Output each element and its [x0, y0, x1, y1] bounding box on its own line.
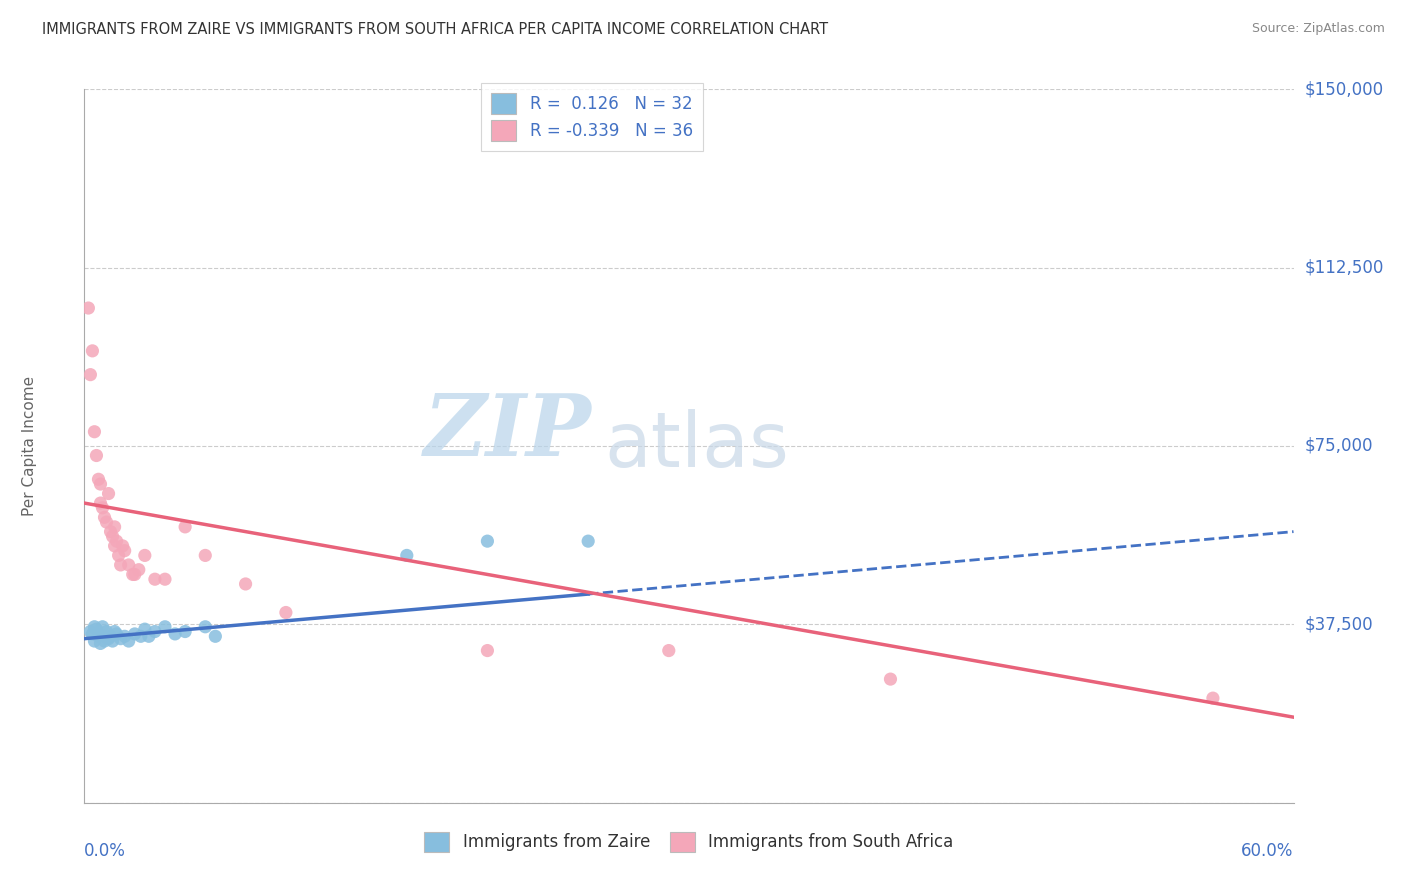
Point	[107, 549, 129, 563]
Point	[576, 534, 599, 549]
Point	[114, 629, 136, 643]
Point	[104, 520, 127, 534]
Text: $37,500: $37,500	[1305, 615, 1374, 633]
Point	[97, 632, 120, 646]
Point	[153, 620, 176, 634]
Point	[1202, 691, 1225, 706]
Text: $112,500: $112,500	[1305, 259, 1384, 277]
Point	[77, 301, 100, 315]
Point	[134, 622, 156, 636]
Point	[129, 629, 152, 643]
Point	[114, 543, 136, 558]
Point	[87, 472, 110, 486]
Point	[104, 539, 127, 553]
Text: 0.0%: 0.0%	[84, 842, 127, 860]
Point	[89, 636, 111, 650]
Text: Source: ZipAtlas.com: Source: ZipAtlas.com	[1251, 22, 1385, 36]
Point	[100, 524, 122, 539]
Point	[138, 629, 160, 643]
Point	[96, 624, 118, 639]
Point	[134, 549, 156, 563]
Point	[101, 529, 124, 543]
Point	[658, 643, 681, 657]
Point	[153, 572, 176, 586]
Point	[83, 620, 105, 634]
Point	[104, 624, 127, 639]
Point	[118, 558, 141, 572]
Text: IMMIGRANTS FROM ZAIRE VS IMMIGRANTS FROM SOUTH AFRICA PER CAPITA INCOME CORRELAT: IMMIGRANTS FROM ZAIRE VS IMMIGRANTS FROM…	[42, 22, 828, 37]
Point	[79, 368, 101, 382]
Point	[194, 620, 217, 634]
Point	[79, 624, 101, 639]
Text: Per Capita Income: Per Capita Income	[22, 376, 38, 516]
Point	[83, 634, 105, 648]
Point	[86, 449, 108, 463]
Point	[477, 534, 499, 549]
Point	[110, 632, 132, 646]
Point	[91, 620, 114, 634]
Point	[395, 549, 418, 563]
Point	[111, 539, 134, 553]
Point	[82, 343, 104, 358]
Text: ZIP: ZIP	[425, 390, 592, 474]
Point	[121, 567, 143, 582]
Point	[274, 606, 297, 620]
Point	[143, 572, 166, 586]
Point	[101, 634, 124, 648]
Text: atlas: atlas	[605, 409, 789, 483]
Text: $75,000: $75,000	[1305, 437, 1374, 455]
Point	[124, 567, 146, 582]
Point	[83, 425, 105, 439]
Text: 60.0%: 60.0%	[1241, 842, 1294, 860]
Point	[128, 563, 150, 577]
Point	[93, 510, 115, 524]
Point	[204, 629, 226, 643]
Point	[110, 558, 132, 572]
Point	[165, 627, 187, 641]
Point	[143, 624, 166, 639]
Point	[100, 629, 122, 643]
Point	[89, 496, 111, 510]
Point	[477, 643, 499, 657]
Point	[105, 534, 128, 549]
Point	[194, 549, 217, 563]
Point	[879, 672, 901, 686]
Point	[87, 629, 110, 643]
Point	[97, 486, 120, 500]
Legend: Immigrants from Zaire, Immigrants from South Africa: Immigrants from Zaire, Immigrants from S…	[418, 825, 960, 859]
Point	[105, 627, 128, 641]
Point	[118, 634, 141, 648]
Point	[91, 500, 114, 515]
Point	[86, 622, 108, 636]
Point	[89, 477, 111, 491]
Point	[93, 634, 115, 648]
Point	[174, 520, 197, 534]
Point	[174, 624, 197, 639]
Point	[82, 627, 104, 641]
Point	[96, 515, 118, 529]
Text: $150,000: $150,000	[1305, 80, 1384, 98]
Point	[93, 629, 115, 643]
Point	[124, 627, 146, 641]
Point	[235, 577, 257, 591]
